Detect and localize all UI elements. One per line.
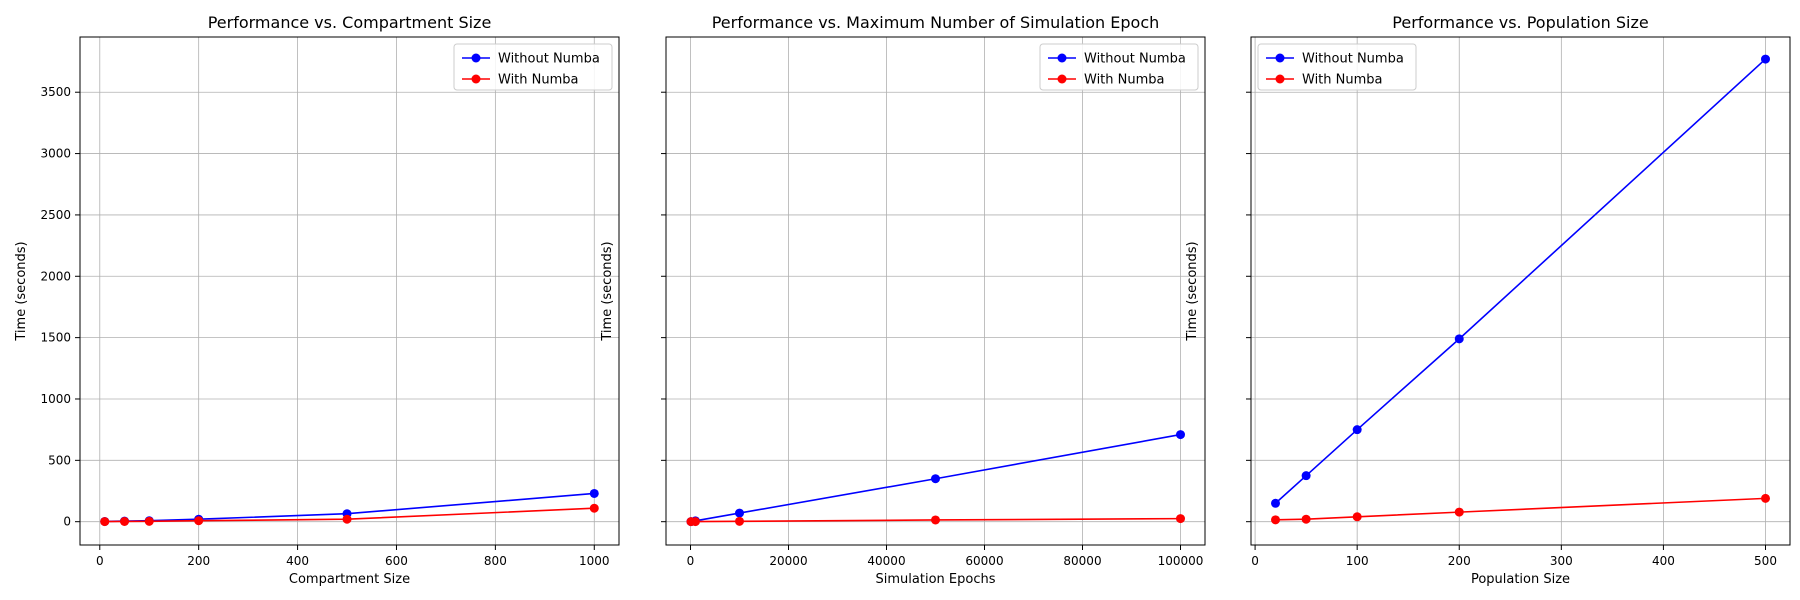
chart-title: Performance vs. Compartment Size xyxy=(208,13,492,32)
x-tick-label: 0 xyxy=(96,554,104,568)
legend-box xyxy=(1257,43,1417,91)
data-point xyxy=(690,517,700,527)
y-tick-label: 3000 xyxy=(40,147,71,161)
legend: Without Numba With Numba xyxy=(453,43,613,91)
data-point xyxy=(1454,507,1464,517)
data-point xyxy=(1301,514,1311,524)
data-point xyxy=(342,514,352,524)
legend-marker xyxy=(471,53,481,63)
y-tick-label: 1500 xyxy=(40,331,71,345)
y-tick-label: 3500 xyxy=(40,85,71,99)
y-tick-label: 0 xyxy=(63,515,71,529)
legend: Without Numba With Numba xyxy=(1257,43,1417,91)
x-axis-label: Population Size xyxy=(1471,572,1570,587)
legend-label: With Numba xyxy=(498,73,579,88)
legend: Without Numba With Numba xyxy=(1039,43,1199,91)
x-tick-label: 200 xyxy=(187,554,210,568)
plot-frame xyxy=(79,36,620,546)
legend-marker xyxy=(471,74,481,84)
x-tick-label: 100 xyxy=(1346,554,1369,568)
data-point xyxy=(1761,493,1770,503)
x-tick-label: 60000 xyxy=(965,554,1003,568)
data-point xyxy=(735,508,744,518)
data-point xyxy=(1352,512,1362,522)
data-point xyxy=(1271,515,1280,525)
data-point xyxy=(589,488,599,498)
x-tick-label: 1000 xyxy=(579,554,610,568)
x-tick-label: 40000 xyxy=(867,554,905,568)
data-point xyxy=(931,515,940,525)
x-tick-label: 20000 xyxy=(769,554,807,568)
data-point xyxy=(1761,54,1770,64)
x-tick-label: 100000 xyxy=(1158,554,1204,568)
x-tick-label: 600 xyxy=(385,554,408,568)
x-tick-label: 500 xyxy=(1754,554,1777,568)
data-point xyxy=(1271,498,1280,508)
chart-title: Performance vs. Population Size xyxy=(1392,13,1648,32)
legend-label: Without Numba xyxy=(498,52,600,67)
legend-box xyxy=(453,43,613,91)
y-axis-label: Time (seconds) xyxy=(600,241,615,341)
data-point xyxy=(120,516,130,526)
y-axis-label: Time (seconds) xyxy=(1185,241,1200,341)
y-tick-label: 2000 xyxy=(40,269,71,283)
y-axis-label: Time (seconds) xyxy=(14,241,29,341)
data-point xyxy=(100,517,110,527)
data-point xyxy=(1176,514,1185,524)
x-axis-label: Compartment Size xyxy=(289,572,410,587)
legend-label: Without Numba xyxy=(1084,52,1186,67)
data-point xyxy=(144,516,154,526)
data-point xyxy=(194,516,204,526)
y-tick-label: 500 xyxy=(48,453,71,467)
legend-marker xyxy=(1057,74,1067,84)
x-tick-label: 0 xyxy=(1251,554,1259,568)
series-line-2 xyxy=(1275,497,1766,521)
x-tick-label: 300 xyxy=(1550,554,1573,568)
x-tick-label: 80000 xyxy=(1063,554,1101,568)
data-point xyxy=(1176,430,1185,440)
x-tick-label: 0 xyxy=(687,554,695,568)
legend-marker xyxy=(1275,74,1285,84)
plot-frame xyxy=(1250,36,1791,546)
legend-label: With Numba xyxy=(1084,73,1165,88)
plot-frame xyxy=(665,36,1206,546)
legend-marker xyxy=(1057,53,1067,63)
data-point xyxy=(1352,425,1362,435)
y-tick-label: 2500 xyxy=(40,208,71,222)
data-point xyxy=(1301,471,1311,481)
legend-box xyxy=(1039,43,1199,91)
y-tick-label: 1000 xyxy=(40,392,71,406)
data-point xyxy=(931,474,940,484)
x-tick-label: 400 xyxy=(286,554,309,568)
x-axis-label: Simulation Epochs xyxy=(876,572,996,587)
data-point xyxy=(735,516,744,526)
x-tick-label: 800 xyxy=(484,554,507,568)
x-tick-label: 400 xyxy=(1652,554,1675,568)
legend-label: Without Numba xyxy=(1302,52,1404,67)
legend-marker xyxy=(1275,53,1285,63)
chart-title: Performance vs. Maximum Number of Simula… xyxy=(712,13,1160,32)
chart-panel-3: 0 100 200 300 400 500 Performance vs. Populati… xyxy=(1185,13,1791,587)
x-tick-label: 200 xyxy=(1448,554,1471,568)
chart-panel-1: 0 200 400 600 800 1000 0 500 1000 1500 2000 2500 300… xyxy=(14,13,620,587)
chart-panel-2: 0 20000 40000 60000 80000 100000 Performance v… xyxy=(600,13,1206,587)
data-point xyxy=(1454,334,1464,344)
data-point xyxy=(589,503,599,513)
series-line-1 xyxy=(1274,58,1767,504)
legend-label: With Numba xyxy=(1302,73,1383,88)
